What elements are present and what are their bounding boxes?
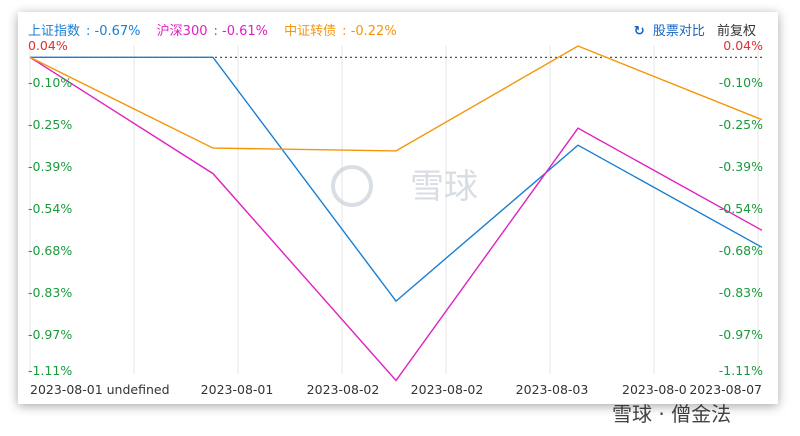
y-tick-label-left: 0.04% (28, 38, 68, 53)
y-tick-label-left: -0.97% (28, 327, 72, 342)
x-tick-label: 2023-08-02 (307, 382, 380, 397)
y-tick-label-left: -0.10% (28, 75, 72, 90)
y-tick-label-right: 0.04% (723, 38, 763, 53)
y-axis-right: 0.04% -0.10% -0.25% -0.39% -0.54% -0.68% -0.83… (719, 38, 763, 378)
legend-value: -0.61% (222, 24, 269, 39)
y-tick-label-right: -0.68% (719, 243, 763, 258)
legend-label: 沪深300 (156, 24, 208, 39)
y-axis-left: 0.04% -0.10% -0.25% -0.39% -0.54% -0.68% -0.83… (28, 38, 72, 378)
x-tick-label: 2023-08-03 (516, 382, 589, 397)
y-tick-label-left: -0.25% (28, 117, 72, 132)
series-line-上证指数 (30, 56, 763, 303)
chart-card (18, 12, 778, 404)
y-tick-label-right: -0.97% (719, 327, 763, 342)
legend-value: -0.67% (94, 24, 141, 39)
y-tick-label-left: -0.39% (28, 159, 72, 174)
y-tick-label-right: -0.10% (719, 75, 763, 90)
series-line-沪深300 (29, 56, 763, 382)
x-tick-label: 2023-08-02 (411, 382, 484, 397)
x-tick-label: 2023-08-01 (201, 382, 274, 397)
legend-item-csi300[interactable]: 沪深300: -0.61% (156, 24, 269, 39)
y-tick-label-right: -0.54% (719, 201, 763, 216)
chart-controls: ↻ 股票对比 前复权 (634, 20, 756, 39)
legend-item-cb-index[interactable]: 中证转债: -0.22% (284, 24, 397, 39)
legend-value: -0.22% (350, 24, 397, 39)
x-tick-label: 2023-08-01 undefined (30, 382, 170, 397)
x-tick-label: 2023-08-07 (689, 382, 762, 397)
y-tick-label-right: -1.11% (719, 363, 763, 378)
y-tick-label-right: -0.25% (719, 117, 763, 132)
refresh-icon[interactable]: ↻ (633, 24, 645, 39)
y-tick-label-left: -1.11% (28, 363, 72, 378)
y-tick-label-left: -0.83% (28, 285, 72, 300)
watermark-center: 雪球 (410, 167, 478, 207)
forward-adjust-button[interactable]: 前复权 (716, 24, 756, 39)
legend: 上证指数: -0.67% 沪深300: -0.61% 中证转债: -0.22% (28, 20, 409, 39)
watermark-bottom: 雪球 · 僧金法 (612, 402, 732, 426)
x-tick-label: 2023-08-0 (622, 382, 687, 397)
y-tick-label-right: -0.39% (719, 159, 763, 174)
legend-label: 中证转债 (284, 24, 337, 39)
grid (29, 46, 759, 374)
legend-label: 上证指数 (28, 24, 81, 39)
y-tick-label-left: -0.68% (28, 243, 72, 258)
y-tick-label-left: -0.54% (28, 201, 72, 216)
y-tick-label-right: -0.83% (719, 285, 763, 300)
legend-item-sse[interactable]: 上证指数: -0.67% (28, 24, 141, 39)
series-lines (29, 45, 763, 382)
stock-compare-button[interactable]: 股票对比 (652, 24, 705, 39)
x-axis: 2023-08-01 undefined 2023-08-01 2023-08-02… (30, 382, 762, 397)
series-line-中证转债 (29, 45, 763, 152)
watermark-logo-icon (331, 165, 373, 207)
